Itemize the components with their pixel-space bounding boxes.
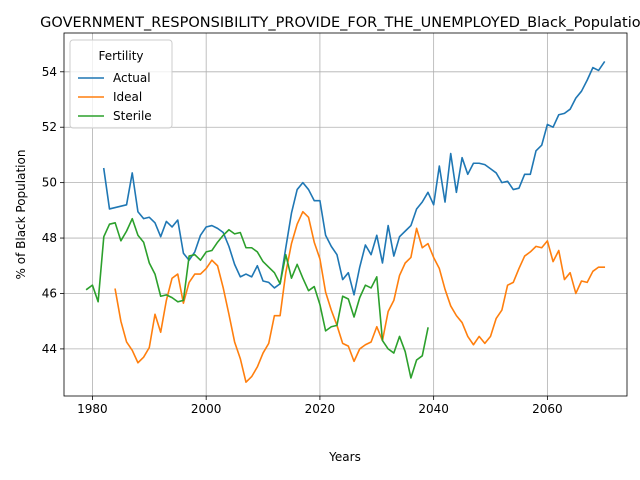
legend-label-sterile: Sterile	[113, 109, 152, 123]
x-tick-label: 2020	[305, 402, 336, 416]
x-tick-label: 2000	[191, 402, 222, 416]
plot-area-frame	[63, 32, 628, 397]
y-axis-ticks: 44 46 48 50 52 54	[42, 65, 64, 356]
series-layer	[85, 60, 606, 383]
y-tick-label: 44	[42, 342, 57, 356]
y-tick-label: 46	[42, 286, 57, 300]
y-tick-label: 48	[42, 231, 57, 245]
y-tick-label: 54	[42, 65, 57, 79]
series-line-sterile	[85, 217, 429, 379]
legend-box	[69, 39, 173, 129]
grid-lines	[64, 33, 627, 396]
y-axis-label: % of Black Population	[14, 150, 28, 280]
x-tick-label: 2060	[532, 402, 563, 416]
x-tick-label: 2040	[418, 402, 449, 416]
y-tick-label: 50	[42, 176, 57, 190]
legend-items: Actual Ideal Sterile	[78, 71, 152, 123]
x-axis-label: Years	[328, 450, 361, 464]
y-tick-label: 52	[42, 120, 57, 134]
series-line-actual	[102, 60, 606, 296]
legend-label-actual: Actual	[113, 71, 151, 85]
x-axis-ticks: 1980 2000 2020 2040 2060	[77, 396, 563, 416]
legend-label-ideal: Ideal	[113, 90, 142, 104]
legend: Fertility Actual Ideal Sterile	[69, 39, 173, 129]
x-tick-label: 1980	[77, 402, 108, 416]
legend-title: Fertility	[98, 49, 143, 63]
chart-title: GOVERNMENT_RESPONSIBILITY_PROVIDE_FOR_TH…	[40, 15, 640, 31]
series-line-ideal	[114, 210, 606, 383]
